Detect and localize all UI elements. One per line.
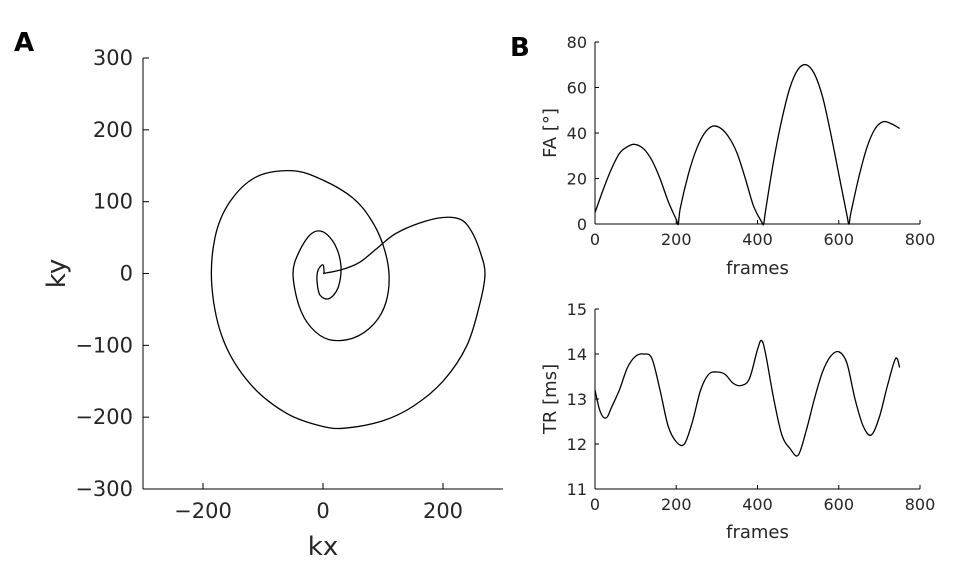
x-tick-label: 0 (590, 230, 600, 249)
x-tick-label: 200 (423, 499, 463, 523)
y-tick-label: 20 (567, 170, 587, 189)
y-axis-label: ky (42, 259, 72, 289)
series-line (210, 169, 486, 430)
y-tick-label: 0 (120, 262, 133, 286)
panel-label-b: B (510, 33, 530, 63)
x-tick-label: 200 (661, 230, 692, 249)
y-tick-label: 200 (93, 118, 133, 142)
x-tick-label: 0 (316, 499, 329, 523)
y-tick-label: 60 (567, 79, 587, 98)
y-tick-label: 80 (567, 33, 587, 52)
x-axis-label: frames (726, 522, 789, 543)
repetition-time-plot: 0 200 400 600 800 11 12 13 14 15 frames TR [ms] (540, 300, 935, 543)
x-tick-label: 400 (742, 230, 773, 249)
x-tick-label: 800 (905, 495, 936, 514)
x-tick-label: 0 (590, 495, 600, 514)
kspace-trajectory-plot: −200 0 200 −300 −200 −100 0 100 200 300 kx ky (42, 46, 503, 562)
y-tick-label: −200 (75, 405, 133, 429)
y-tick-label: 14 (567, 345, 587, 364)
x-tick-label: 600 (823, 495, 854, 514)
x-tick-label: −200 (174, 499, 232, 523)
y-tick-label: 100 (93, 190, 133, 214)
y-axis-label: TR [ms] (540, 364, 561, 435)
y-tick-label: 15 (567, 300, 587, 319)
y-tick-label: −100 (75, 333, 133, 357)
x-axis-label: kx (308, 532, 338, 562)
y-tick-label: 0 (577, 215, 587, 234)
y-tick-label: 12 (567, 435, 587, 454)
x-tick-label: 800 (905, 230, 936, 249)
y-tick-label: −300 (75, 477, 133, 501)
flip-angle-plot: 0 200 400 600 800 0 20 40 60 80 frames FA [°] (540, 33, 935, 279)
y-tick-label: 11 (567, 480, 587, 499)
y-tick-label: 13 (567, 390, 587, 409)
y-axis-label: FA [°] (540, 108, 561, 158)
series-line (594, 63, 901, 226)
series-line (594, 339, 901, 457)
panel-label-a: A (14, 28, 34, 58)
x-tick-label: 200 (661, 495, 692, 514)
y-tick-label: 300 (93, 46, 133, 70)
x-axis-label: frames (726, 258, 789, 279)
x-tick-label: 400 (742, 495, 773, 514)
y-tick-label: 40 (567, 124, 587, 143)
x-tick-label: 600 (823, 230, 854, 249)
